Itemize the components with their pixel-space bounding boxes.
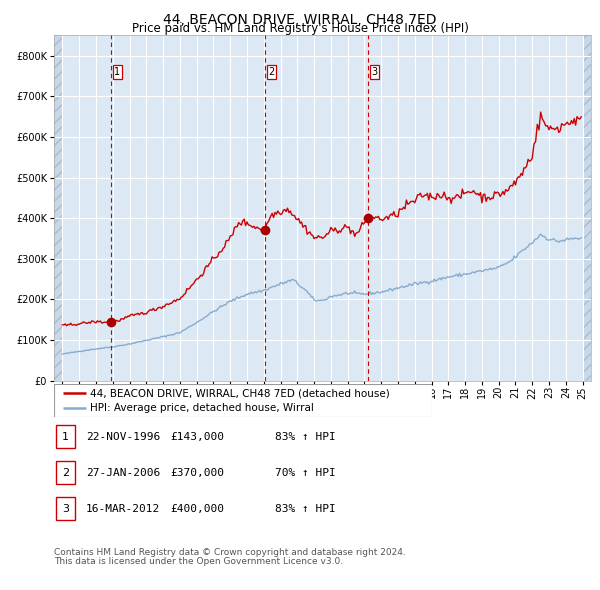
Text: Price paid vs. HM Land Registry's House Price Index (HPI): Price paid vs. HM Land Registry's House … [131, 22, 469, 35]
Text: HPI: Average price, detached house, Wirral: HPI: Average price, detached house, Wirr… [90, 403, 314, 413]
Text: 83% ↑ HPI: 83% ↑ HPI [275, 432, 335, 441]
Bar [56, 497, 75, 520]
Text: £370,000: £370,000 [170, 468, 224, 477]
Text: 22-NOV-1996: 22-NOV-1996 [86, 432, 160, 441]
Bar [583, 35, 591, 381]
Text: 44, BEACON DRIVE, WIRRAL, CH48 7ED: 44, BEACON DRIVE, WIRRAL, CH48 7ED [163, 13, 437, 27]
Text: 2: 2 [62, 468, 69, 477]
Text: £400,000: £400,000 [170, 504, 224, 513]
Text: 44, BEACON DRIVE, WIRRAL, CH48 7ED (detached house): 44, BEACON DRIVE, WIRRAL, CH48 7ED (deta… [90, 388, 389, 398]
Text: 70% ↑ HPI: 70% ↑ HPI [275, 468, 335, 477]
Bar [54, 35, 62, 381]
Text: £143,000: £143,000 [170, 432, 224, 441]
Text: 2: 2 [268, 67, 275, 77]
Bar [56, 425, 75, 448]
Text: This data is licensed under the Open Government Licence v3.0.: This data is licensed under the Open Gov… [54, 557, 343, 566]
Text: 83% ↑ HPI: 83% ↑ HPI [275, 504, 335, 513]
Text: 27-JAN-2006: 27-JAN-2006 [86, 468, 160, 477]
Bar [56, 461, 75, 484]
Text: 1: 1 [62, 432, 69, 441]
Text: 3: 3 [371, 67, 377, 77]
Text: 3: 3 [62, 504, 69, 513]
Text: Contains HM Land Registry data © Crown copyright and database right 2024.: Contains HM Land Registry data © Crown c… [54, 548, 406, 556]
Text: 1: 1 [115, 67, 121, 77]
Text: 16-MAR-2012: 16-MAR-2012 [86, 504, 160, 513]
